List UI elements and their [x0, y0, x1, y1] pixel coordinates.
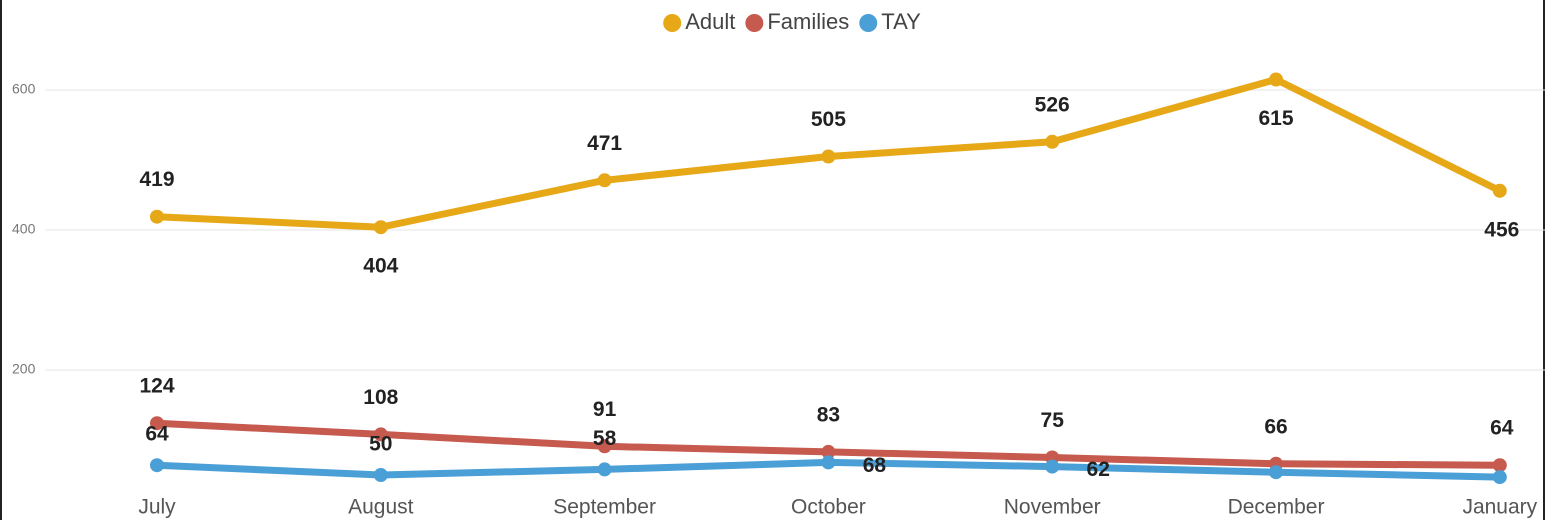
data-point — [597, 462, 612, 477]
data-label: 91 — [593, 398, 617, 421]
y-tick-label: 400 — [12, 221, 36, 237]
data-label: 66 — [1264, 415, 1287, 438]
data-point — [1045, 134, 1060, 149]
x-tick-label: November — [1004, 496, 1101, 519]
x-tick-label: October — [791, 496, 866, 519]
x-tick-label: September — [553, 496, 656, 519]
legend-label: Families — [767, 9, 849, 34]
x-tick-label: July — [138, 496, 176, 519]
data-point — [150, 209, 164, 224]
data-point — [821, 455, 836, 470]
data-label: 58 — [593, 427, 617, 450]
data-label: 64 — [1490, 417, 1514, 440]
data-point — [373, 427, 388, 442]
data-label: 108 — [363, 386, 398, 409]
x-tick-label: August — [348, 496, 414, 519]
data-label: 75 — [1041, 409, 1065, 432]
data-point — [821, 149, 836, 164]
y-tick-label: 200 — [12, 361, 36, 377]
data-label: 83 — [817, 403, 840, 426]
data-point — [373, 220, 388, 235]
data-point — [597, 439, 612, 454]
data-label: 505 — [811, 108, 846, 131]
data-point — [1492, 183, 1507, 198]
data-point — [1492, 470, 1507, 485]
data-label: 471 — [587, 132, 622, 155]
y-tick-label: 600 — [12, 81, 36, 97]
data-label: 62 — [1087, 458, 1110, 481]
data-label: 456 — [1484, 218, 1519, 241]
data-point — [1045, 459, 1060, 474]
legend-marker — [745, 14, 764, 32]
legend-marker — [663, 14, 682, 32]
legend-marker — [859, 14, 878, 32]
legend: Adult Families TAY — [663, 9, 921, 34]
legend-label: TAY — [881, 9, 921, 34]
data-label: 50 — [369, 433, 392, 456]
data-label: 68 — [863, 454, 887, 477]
data-point — [373, 468, 388, 482]
data-label: 64 — [145, 423, 169, 446]
x-tick-label: January — [1462, 496, 1537, 519]
x-tick-label: December — [1228, 496, 1325, 519]
data-point — [150, 416, 164, 431]
data-label: 526 — [1035, 93, 1070, 116]
data-label: 124 — [139, 375, 174, 398]
data-label: 404 — [363, 255, 398, 278]
legend-label: Adult — [685, 9, 735, 34]
data-point — [150, 458, 164, 473]
data-point — [1269, 72, 1283, 87]
data-point — [1492, 458, 1507, 473]
data-point — [821, 444, 836, 459]
data-label: 419 — [139, 168, 174, 191]
data-point — [1269, 465, 1283, 480]
data-label: 615 — [1258, 107, 1293, 130]
data-point — [597, 173, 612, 188]
